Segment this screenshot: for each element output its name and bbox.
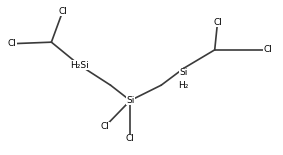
Text: Cl: Cl xyxy=(126,134,135,143)
Text: Cl: Cl xyxy=(213,18,222,27)
Text: H₂Si: H₂Si xyxy=(70,61,89,70)
Text: Cl: Cl xyxy=(264,45,273,54)
Text: Cl: Cl xyxy=(100,122,109,131)
Text: Cl: Cl xyxy=(8,39,16,48)
Text: Si: Si xyxy=(179,68,188,77)
Text: H₂: H₂ xyxy=(179,81,189,90)
Text: Si: Si xyxy=(126,96,134,105)
Text: Cl: Cl xyxy=(58,7,67,16)
